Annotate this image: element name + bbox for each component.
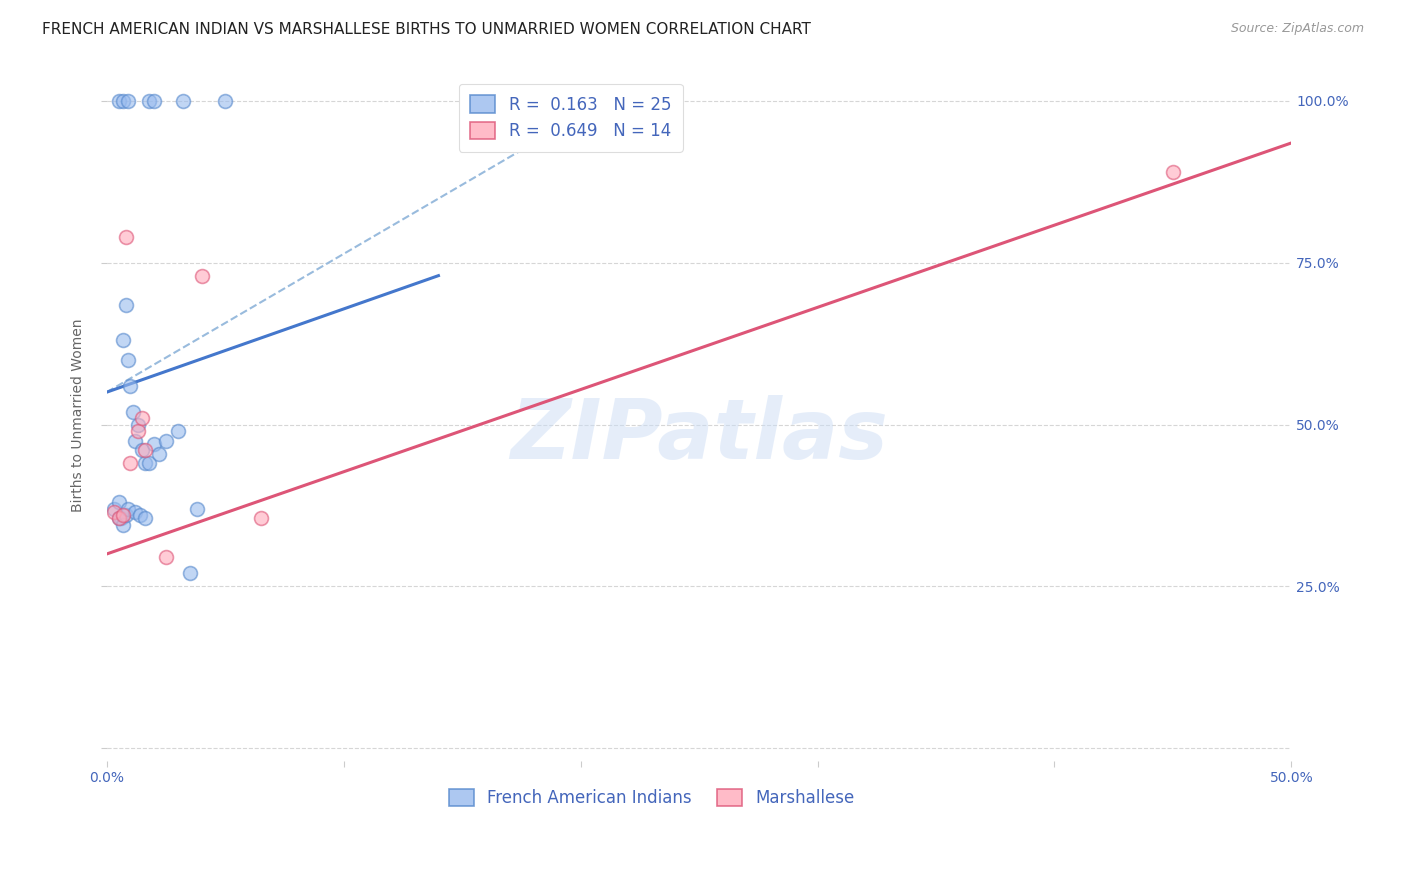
Point <box>124 434 146 448</box>
Point <box>131 443 153 458</box>
Point <box>127 417 149 432</box>
Point <box>127 424 149 438</box>
Point <box>107 511 129 525</box>
Point <box>120 456 142 470</box>
Point <box>114 298 136 312</box>
Point <box>134 456 156 470</box>
Point <box>112 517 135 532</box>
Point <box>129 508 152 522</box>
Point <box>138 456 160 470</box>
Point <box>155 550 177 565</box>
Point <box>179 566 201 581</box>
Point <box>107 511 129 525</box>
Point <box>103 501 125 516</box>
Point <box>103 505 125 519</box>
Point <box>143 94 166 108</box>
Point <box>107 495 129 509</box>
Text: ZIPatlas: ZIPatlas <box>510 395 889 476</box>
Point <box>107 94 129 108</box>
Point <box>117 352 139 367</box>
Point <box>138 94 160 108</box>
Point <box>110 511 132 525</box>
Point <box>112 94 135 108</box>
Point <box>1161 165 1184 179</box>
Point <box>172 94 194 108</box>
Point <box>114 508 136 522</box>
Legend: French American Indians, Marshallese: French American Indians, Marshallese <box>440 780 863 815</box>
Point <box>112 508 135 522</box>
Point <box>120 378 142 392</box>
Point <box>155 434 177 448</box>
Point <box>214 94 236 108</box>
Y-axis label: Births to Unmarried Women: Births to Unmarried Women <box>72 318 86 511</box>
Point <box>121 404 143 418</box>
Point <box>143 437 166 451</box>
Text: FRENCH AMERICAN INDIAN VS MARSHALLESE BIRTHS TO UNMARRIED WOMEN CORRELATION CHAR: FRENCH AMERICAN INDIAN VS MARSHALLESE BI… <box>42 22 811 37</box>
Point <box>131 411 153 425</box>
Text: Source: ZipAtlas.com: Source: ZipAtlas.com <box>1230 22 1364 36</box>
Point <box>134 443 156 458</box>
Point <box>117 501 139 516</box>
Point <box>134 511 156 525</box>
Point <box>166 424 188 438</box>
Point <box>148 447 170 461</box>
Point <box>249 511 271 525</box>
Point <box>186 501 208 516</box>
Point <box>112 334 135 348</box>
Point <box>124 505 146 519</box>
Point <box>117 94 139 108</box>
Point <box>114 229 136 244</box>
Point <box>190 268 212 283</box>
